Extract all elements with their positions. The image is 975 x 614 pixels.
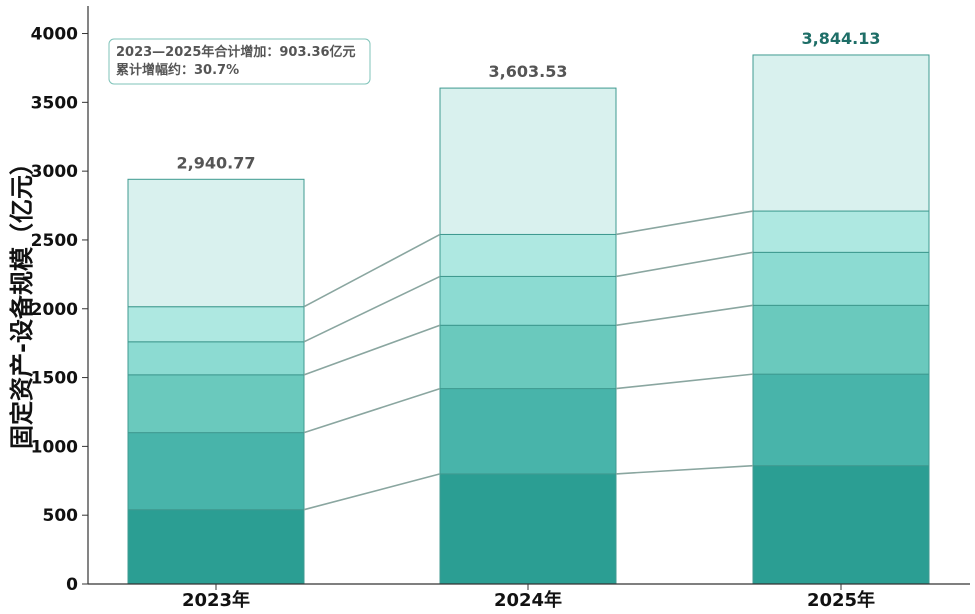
ticks-layer: 0 500 1000 1500 2000 2500 3000 3500 4000 <box>31 25 842 595</box>
bar-segment-1-1 <box>127 509 305 585</box>
connectors-layer <box>303 210 754 511</box>
x-tick-label: 2023年 <box>182 589 250 611</box>
bar-segment-2-2 <box>439 388 617 475</box>
bar-segment-1-2 <box>127 432 305 511</box>
bar-segment-1-3 <box>127 374 305 434</box>
connector-line-1-5 <box>303 233 441 308</box>
y-tick-label: 3500 <box>31 93 78 113</box>
y-axis-label: 固定资产-设备规模（亿元） <box>8 151 36 449</box>
y-tick-label: 3000 <box>31 162 78 182</box>
bar-segment-2-6 <box>439 87 617 235</box>
connector-line-1-2 <box>303 387 441 434</box>
y-tick-label: 1000 <box>31 437 78 457</box>
bar-segment-3-4 <box>752 251 930 306</box>
total-label: 3,603.53 <box>489 62 568 81</box>
connector-line-2-2 <box>615 373 754 390</box>
x-tick-label: 2024年 <box>494 589 562 611</box>
bar-segment-2-3 <box>439 324 617 390</box>
bar-segment-1-6 <box>127 178 305 308</box>
annotation-line-1: 2023—2025年合计增加：903.36亿元 <box>116 44 356 60</box>
y-tick-label: 2000 <box>31 300 78 320</box>
connector-line-2-4 <box>615 251 754 278</box>
total-label: 3,844.13 <box>802 29 881 48</box>
bar-segment-1-4 <box>127 341 305 376</box>
bars-layer <box>127 54 930 585</box>
bar-segment-2-1 <box>439 473 617 585</box>
bar-segment-2-4 <box>439 275 617 326</box>
bar-segment-3-5 <box>752 210 930 253</box>
x-tick-label: 2025年 <box>807 589 875 611</box>
y-tick-label: 500 <box>43 506 79 526</box>
total-label: 2,940.77 <box>177 153 256 172</box>
connector-line-1-4 <box>303 275 441 343</box>
bar-segment-3-1 <box>752 465 930 585</box>
connector-line-2-3 <box>615 304 754 327</box>
bar-segment-2-5 <box>439 233 617 277</box>
y-tick-label: 4000 <box>31 25 78 45</box>
connector-line-2-1 <box>615 464 754 475</box>
y-tick-label: 1500 <box>31 369 78 389</box>
y-tick-label: 0 <box>66 575 78 595</box>
annotation-box: 2023—2025年合计增加：903.36亿元 累计增幅约：30.7% <box>108 38 371 85</box>
annotation-frame <box>108 38 371 85</box>
labels-layer: 2023年 2,940.77 2024年 3,603.53 2025年 3,844.13 <box>177 29 881 611</box>
bar-segment-3-3 <box>752 304 930 375</box>
bar-segment-3-6 <box>752 54 930 212</box>
bar-segment-3-2 <box>752 373 930 467</box>
annotation-line-2: 累计增幅约：30.7% <box>116 62 239 78</box>
connector-line-2-5 <box>615 210 754 236</box>
connector-line-1-1 <box>303 473 441 511</box>
connector-line-1-3 <box>303 324 441 376</box>
y-tick-label: 2500 <box>31 231 78 251</box>
bar-segment-1-5 <box>127 306 305 343</box>
